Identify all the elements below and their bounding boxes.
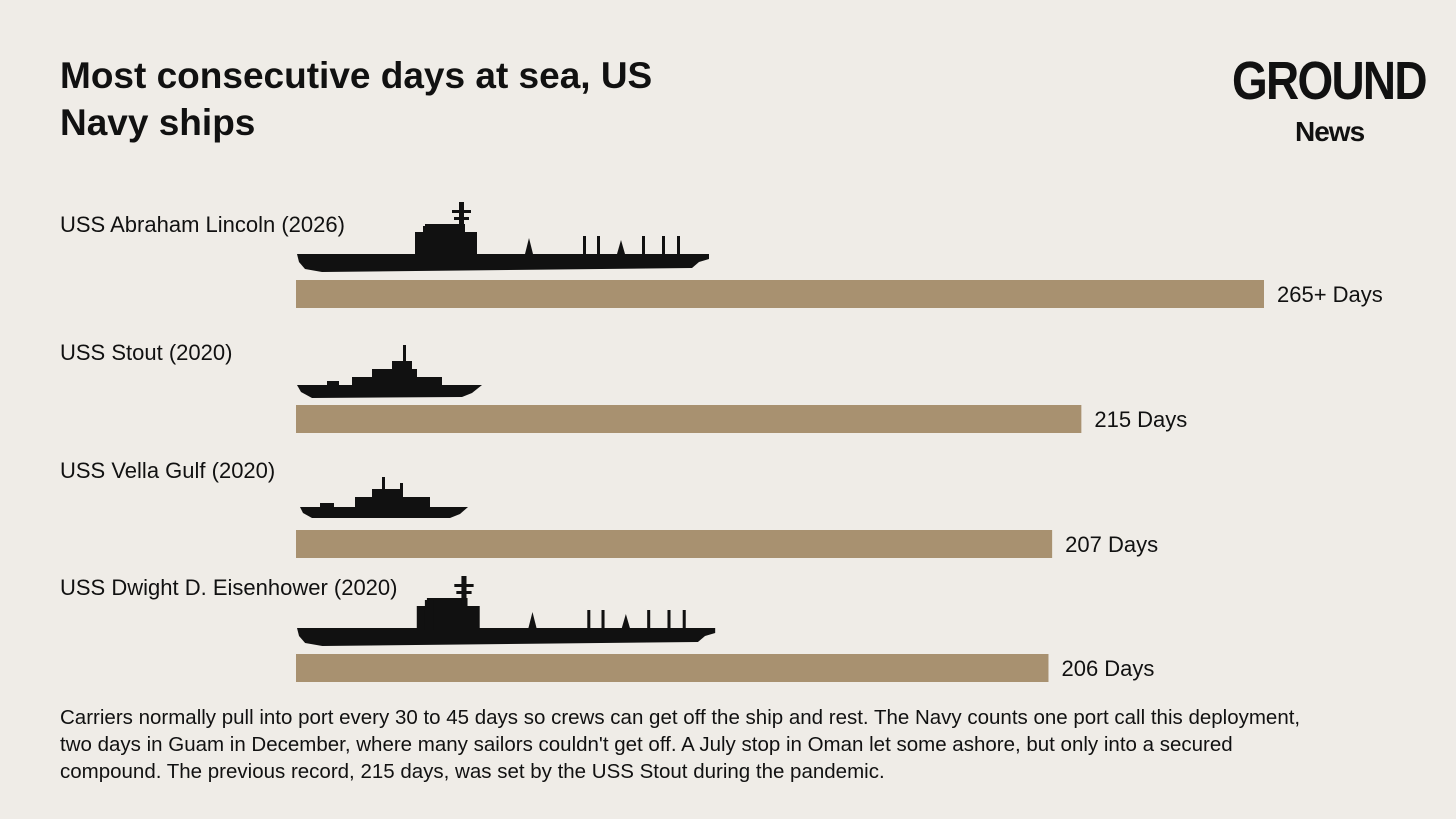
chart: USS Abraham Lincoln (2026) 265+ Days USS S… (60, 202, 1383, 682)
category-label: USS Stout (2020) (60, 340, 232, 365)
value-label: 215 Days (1094, 407, 1187, 432)
chart-title: Most consecutive days at sea, US Navy sh… (60, 55, 653, 143)
bar (296, 405, 1082, 433)
category-label: USS Dwight D. Eisenhower (2020) (60, 575, 397, 600)
ship-icon (300, 477, 468, 518)
ship-icon (297, 202, 709, 272)
footnote: Carriers normally pull into port every 3… (60, 706, 1301, 783)
value-label: 206 Days (1061, 656, 1154, 681)
bar (296, 280, 1264, 308)
bar (296, 530, 1053, 558)
logo-sub: News (1295, 116, 1365, 147)
category-label: USS Vella Gulf (2020) (60, 458, 275, 483)
category-label: USS Abraham Lincoln (2026) (60, 212, 345, 237)
logo: GROUND (1232, 51, 1428, 111)
bar (296, 654, 1049, 682)
value-label: 207 Days (1065, 532, 1158, 557)
value-label: 265+ Days (1277, 282, 1383, 307)
ship-icon (297, 345, 482, 398)
